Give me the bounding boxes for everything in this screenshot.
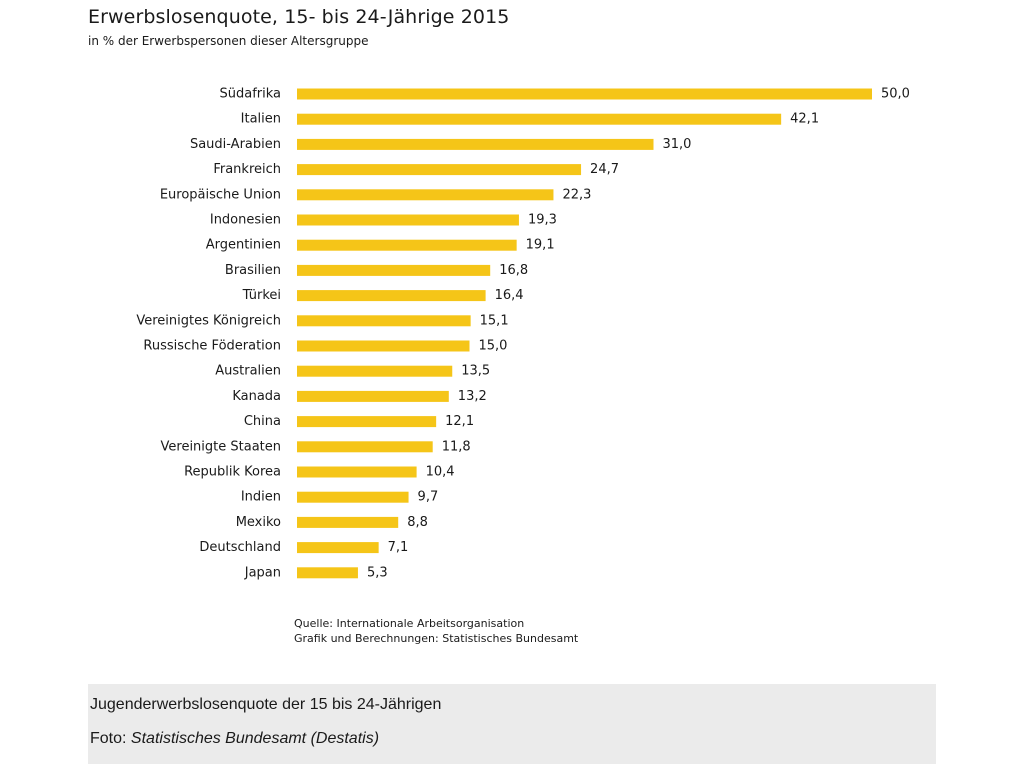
value-label: 24,7 (590, 162, 619, 177)
category-label: Deutschland (199, 540, 281, 555)
value-label: 19,1 (526, 238, 555, 253)
category-label: Japan (244, 565, 281, 580)
value-label: 10,4 (426, 465, 455, 480)
category-label: Indien (241, 490, 281, 505)
bar (297, 365, 453, 377)
value-label: 13,5 (461, 364, 490, 379)
bar (297, 113, 782, 125)
bar (297, 290, 486, 302)
bar (297, 138, 654, 150)
value-label: 15,1 (480, 313, 509, 328)
source-note: Quelle: Internationale Arbeitsorganisati… (294, 616, 578, 646)
category-label: Russische Föderation (143, 339, 281, 354)
bar (297, 491, 409, 503)
value-label: 15,0 (479, 339, 508, 354)
value-label: 9,7 (418, 490, 439, 505)
value-label: 7,1 (388, 540, 409, 555)
caption-text: Jugenderwerbslosenquote der 15 bis 24-Jä… (90, 696, 442, 713)
category-label: China (244, 414, 281, 429)
bar (297, 516, 399, 528)
chart-subtitle: in % der Erwerbspersonen dieser Altersgr… (88, 34, 369, 48)
value-label: 19,3 (528, 213, 557, 228)
bar-chart: Südafrika 50,0 Italien 42,1 Saudi-Arabien 31,… (136, 87, 910, 581)
bar (297, 390, 449, 402)
value-label: 13,2 (458, 389, 487, 404)
bar (297, 340, 470, 352)
bar (297, 264, 491, 276)
bar (297, 315, 471, 327)
bar (297, 567, 358, 579)
value-label: 31,0 (663, 137, 692, 152)
category-label: Kanada (232, 389, 281, 404)
category-label: Australien (215, 364, 281, 379)
chart-title: Erwerbslosenquote, 15- bis 24-Jährige 20… (88, 6, 510, 28)
value-label: 16,8 (499, 263, 528, 278)
value-label: 5,3 (367, 565, 388, 580)
bar (297, 189, 554, 201)
category-label: Südafrika (219, 87, 281, 102)
category-label: Europäische Union (160, 187, 281, 202)
value-label: 16,4 (495, 288, 524, 303)
category-label: Italien (241, 112, 281, 127)
category-label: Frankreich (213, 162, 281, 177)
bar (297, 466, 417, 478)
category-label: Vereinigte Staaten (161, 439, 282, 454)
value-label: 42,1 (790, 112, 819, 127)
category-label: Saudi-Arabien (190, 137, 281, 152)
source-line-1: Quelle: Internationale Arbeitsorganisati… (294, 617, 525, 630)
value-label: 50,0 (881, 87, 910, 102)
bar (297, 164, 582, 176)
caption-credit: Foto: Statistisches Bundesamt (Destatis) (90, 730, 379, 748)
bar (297, 542, 379, 554)
value-label: 22,3 (562, 187, 591, 202)
value-label: 11,8 (442, 439, 471, 454)
category-label: Vereinigtes Königreich (136, 313, 281, 328)
bar (297, 214, 519, 226)
bar (297, 441, 433, 453)
credit-label: Foto: (90, 730, 127, 747)
category-label: Argentinien (206, 238, 281, 253)
image-caption: Jugenderwerbslosenquote der 15 bis 24-Jä… (88, 684, 936, 764)
category-label: Mexiko (236, 515, 281, 530)
value-label: 8,8 (407, 515, 428, 530)
bar (297, 239, 517, 251)
category-label: Brasilien (225, 263, 281, 278)
value-label: 12,1 (445, 414, 474, 429)
category-label: Türkei (242, 288, 281, 303)
bar (297, 416, 437, 428)
credit-source: Statistisches Bundesamt (Destatis) (130, 730, 380, 747)
source-line-2: Grafik und Berechnungen: Statistisches B… (294, 632, 579, 645)
category-label: Indonesien (210, 213, 281, 228)
category-label: Republik Korea (184, 465, 281, 480)
bar (297, 88, 872, 100)
